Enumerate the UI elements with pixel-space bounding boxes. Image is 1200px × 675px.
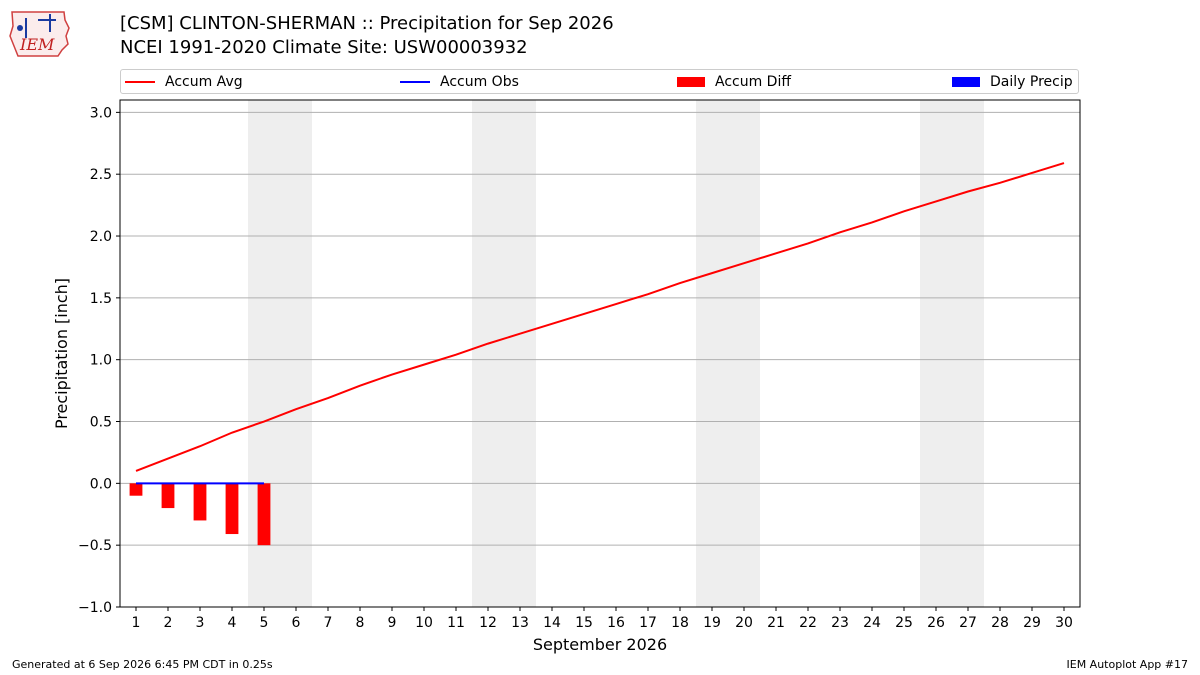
x-tick-label: 24 — [863, 615, 881, 631]
y-tick-label: 0.5 — [90, 415, 112, 431]
x-tick-label: 12 — [479, 615, 497, 631]
legend-label-daily-precip: Daily Precip — [990, 74, 1073, 90]
x-tick-label: 28 — [991, 615, 1009, 631]
x-tick-label: 1 — [132, 615, 141, 631]
y-tick-label: 2.5 — [90, 167, 112, 183]
accum-diff-bar — [193, 483, 207, 521]
legend-label-accum-diff: Accum Diff — [715, 74, 792, 90]
y-tick-label: 3.0 — [90, 105, 112, 121]
x-tick-label: 18 — [671, 615, 689, 631]
x-tick-label: 13 — [511, 615, 529, 631]
x-tick-label: 27 — [959, 615, 977, 631]
footer-app: IEM Autoplot App #17 — [1066, 658, 1189, 671]
x-tick-label: 9 — [388, 615, 397, 631]
footer-generated: Generated at 6 Sep 2026 6:45 PM CDT in 0… — [12, 658, 273, 671]
y-tick-label: −0.5 — [78, 538, 112, 554]
legend-item-accum-avg: Accum Avg — [125, 74, 243, 90]
accum-diff-bar — [161, 483, 175, 509]
x-tick-label: 23 — [831, 615, 849, 631]
x-tick-label: 25 — [895, 615, 913, 631]
x-tick-label: 11 — [447, 615, 465, 631]
iem-logo: IEM — [8, 6, 70, 58]
x-axis-label: September 2026 — [533, 635, 667, 654]
accum-diff-bar — [129, 483, 143, 496]
x-tick-label: 17 — [639, 615, 657, 631]
accum-diff-bar — [225, 483, 239, 535]
weekend-shade — [472, 100, 536, 607]
x-tick-label: 8 — [356, 615, 365, 631]
y-tick-label: 0.0 — [90, 476, 112, 492]
x-tick-label: 20 — [735, 615, 753, 631]
x-tick-label: 14 — [543, 615, 561, 631]
chart-subtitle: NCEI 1991-2020 Climate Site: USW00003932 — [120, 37, 528, 58]
x-tick-label: 26 — [927, 615, 945, 631]
x-tick-label: 2 — [164, 615, 173, 631]
legend-swatch-daily-precip — [952, 77, 980, 87]
y-tick-label: 1.0 — [90, 353, 112, 369]
x-tick-label: 19 — [703, 615, 721, 631]
legend-item-accum-obs: Accum Obs — [400, 74, 519, 90]
x-tick-label: 16 — [607, 615, 625, 631]
x-tick-label: 7 — [324, 615, 333, 631]
y-tick-label: 1.5 — [90, 291, 112, 307]
legend-swatch-accum-avg — [125, 81, 155, 83]
weekend-shade — [920, 100, 984, 607]
x-tick-label: 29 — [1023, 615, 1041, 631]
y-axis-label: Precipitation [inch] — [52, 278, 71, 429]
plot-frame — [119, 99, 1081, 608]
svg-text:IEM: IEM — [19, 35, 55, 54]
legend-swatch-accum-diff — [677, 77, 705, 87]
legend-item-accum-diff: Accum Diff — [677, 74, 791, 90]
x-tick-label: 21 — [767, 615, 785, 631]
y-tick-label: 2.0 — [90, 229, 112, 245]
x-tick-label: 22 — [799, 615, 817, 631]
x-tick-label: 5 — [260, 615, 269, 631]
x-tick-label: 30 — [1055, 615, 1073, 631]
legend-item-daily-precip: Daily Precip — [952, 74, 1073, 90]
legend-swatch-accum-obs — [400, 81, 430, 83]
x-tick-label: 10 — [415, 615, 433, 631]
x-tick-label: 3 — [196, 615, 205, 631]
chart-legend: Accum Avg Accum Obs Accum Diff Daily Pre… — [120, 69, 1079, 94]
legend-label-accum-obs: Accum Obs — [440, 74, 519, 90]
accum-diff-bar — [257, 483, 271, 546]
accum-avg-line — [135, 162, 1065, 472]
legend-label-accum-avg: Accum Avg — [165, 74, 243, 90]
x-tick-label: 4 — [228, 615, 237, 631]
chart-title: [CSM] CLINTON-SHERMAN :: Precipitation f… — [120, 13, 614, 34]
x-tick-label: 15 — [575, 615, 593, 631]
weekend-shade — [696, 100, 760, 607]
y-tick-label: −1.0 — [78, 600, 112, 616]
x-tick-label: 6 — [292, 615, 301, 631]
